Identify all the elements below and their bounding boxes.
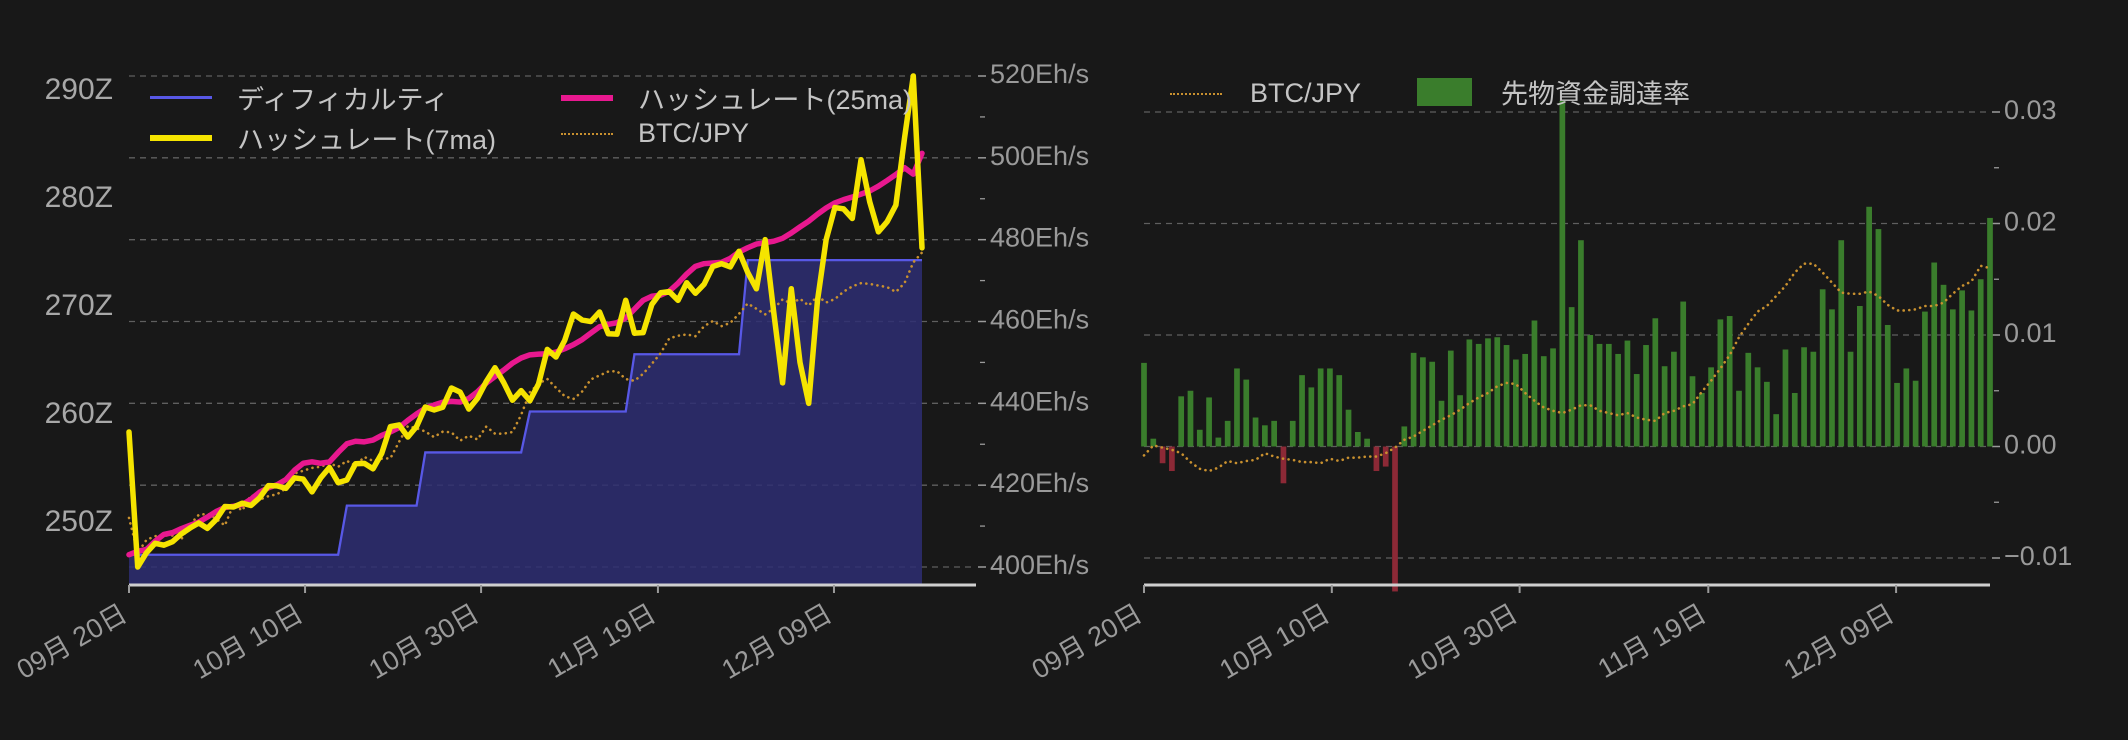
- svg-text:260Z: 260Z: [45, 397, 113, 430]
- svg-text:480Eh/s: 480Eh/s: [990, 223, 1089, 253]
- svg-text:10月 30日: 10月 30日: [1402, 598, 1522, 685]
- svg-text:09月 20日: 09月 20日: [1027, 598, 1147, 685]
- svg-text:0.01: 0.01: [2004, 318, 2057, 348]
- svg-text:270Z: 270Z: [45, 289, 113, 322]
- svg-text:10月 30日: 10月 30日: [364, 598, 484, 685]
- svg-text:11月 19日: 11月 19日: [542, 598, 661, 684]
- svg-text:250Z: 250Z: [45, 505, 113, 538]
- svg-text:520Eh/s: 520Eh/s: [990, 59, 1089, 89]
- svg-text:400Eh/s: 400Eh/s: [990, 550, 1089, 580]
- svg-text:280Z: 280Z: [45, 181, 113, 214]
- svg-text:10月 10日: 10月 10日: [188, 598, 308, 685]
- svg-text:09月 20日: 09月 20日: [12, 598, 132, 685]
- svg-text:440Eh/s: 440Eh/s: [990, 386, 1089, 416]
- svg-text:500Eh/s: 500Eh/s: [990, 141, 1089, 171]
- svg-text:0.00: 0.00: [2004, 430, 2057, 460]
- svg-text:290Z: 290Z: [45, 73, 113, 106]
- svg-text:0.02: 0.02: [2004, 207, 2057, 237]
- svg-text:0.03: 0.03: [2004, 95, 2057, 125]
- svg-text:−0.01: −0.01: [2004, 541, 2072, 571]
- svg-text:460Eh/s: 460Eh/s: [990, 305, 1089, 335]
- svg-text:12月 09日: 12月 09日: [717, 598, 837, 685]
- svg-text:11月 19日: 11月 19日: [1593, 598, 1712, 684]
- svg-text:12月 09日: 12月 09日: [1779, 598, 1899, 685]
- svg-text:10月 10日: 10月 10日: [1215, 598, 1335, 685]
- svg-text:420Eh/s: 420Eh/s: [990, 468, 1089, 498]
